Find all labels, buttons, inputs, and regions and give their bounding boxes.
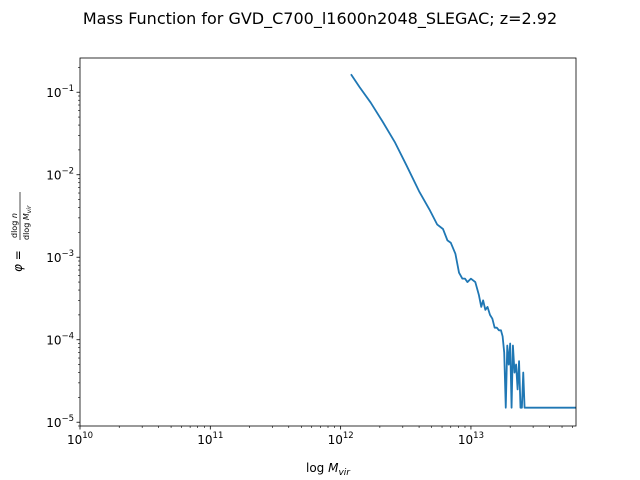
y-tick-label: 10−2 (46, 167, 74, 183)
plot-area (350, 73, 576, 409)
svg-text:dlog Mvir: dlog Mvir (22, 205, 33, 240)
x-tick-label: 1011 (197, 431, 223, 447)
svg-text:φ =: φ = (11, 250, 25, 272)
y-tick-label: 10−3 (46, 249, 74, 265)
y-tick-label: 10−1 (46, 84, 74, 100)
y-tick-label: 10−4 (46, 332, 74, 348)
chart-title: Mass Function for GVD_C700_l1600n2048_SL… (83, 9, 557, 29)
y-axis: 10−5 10−4 10−3 10−2 10−1 (46, 67, 80, 430)
x-tick-label: 1010 (67, 431, 93, 447)
x-tick-label: 1013 (458, 431, 484, 447)
y-axis-label: φ = dlog n dlog Mvir (10, 192, 33, 272)
series-line-0 (350, 73, 576, 409)
x-tick-label: 1012 (328, 431, 354, 447)
x-axis: 1010 1011 1012 1013 (67, 426, 573, 447)
y-tick-label: 10−5 (46, 414, 74, 430)
svg-text:dlog n: dlog n (10, 213, 19, 238)
